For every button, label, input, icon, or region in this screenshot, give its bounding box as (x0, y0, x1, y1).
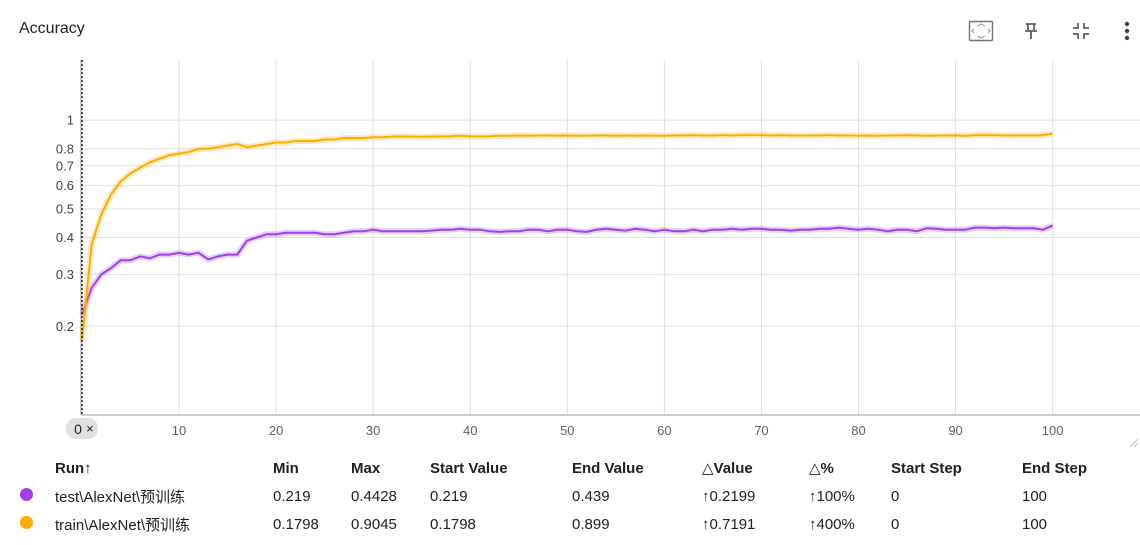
column-header-max[interactable]: Max (351, 459, 381, 477)
x-tick-label: 70 (754, 423, 768, 438)
delta-value-cell: ↑0.7191 (702, 515, 756, 533)
run-color-dot (20, 515, 33, 529)
fit-domain-icon[interactable] (968, 18, 994, 44)
series-line-train[interactable] (81, 132, 1053, 341)
column-header-delta-percent[interactable]: △% (809, 460, 834, 477)
column-header-delta-value[interactable]: △Value (702, 460, 753, 477)
run-color-cell (20, 482, 55, 510)
x-tick-label: 60 (657, 423, 671, 438)
delta-percent-cell: ↑400% (809, 515, 855, 533)
x-tick-label: 100 (1042, 423, 1064, 438)
end-step-cell: 100 (1022, 515, 1048, 533)
table-header-row: Run↑ Min Max Start Value End Value △Valu… (20, 454, 1102, 482)
delta-value-cell: ↑0.2199 (702, 487, 756, 505)
y-tick-label: 0.2 (56, 319, 74, 334)
x-tick-label: 10 (172, 423, 186, 438)
y-tick-label: 0.5 (56, 201, 74, 216)
runs-table: Run↑ Min Max Start Value End Value △Valu… (20, 454, 1102, 538)
column-header-start-step[interactable]: Start Step (891, 459, 962, 477)
more-vert-icon[interactable] (1114, 18, 1140, 44)
column-header-run[interactable]: Run↑ (55, 459, 92, 477)
y-tick-label: 0.6 (56, 178, 74, 193)
chart-title: Accuracy (19, 20, 85, 37)
close-icon[interactable]: × (86, 421, 94, 436)
run-color-dot (20, 487, 33, 501)
y-tick-label: 0.7 (56, 158, 74, 173)
delta-percent-cell: ↑100% (809, 487, 855, 505)
min-cell: 0.1798 (273, 515, 319, 533)
y-tick-label: 0.4 (56, 230, 74, 245)
x-tick-label: 20 (269, 423, 283, 438)
max-cell: 0.4428 (351, 487, 397, 505)
x-tick-label: 80 (851, 423, 865, 438)
run-color-cell (20, 510, 55, 538)
column-header-min[interactable]: Min (273, 459, 299, 477)
step-marker-label: 0 (74, 421, 82, 437)
column-header-end-step[interactable]: End Step (1022, 459, 1088, 477)
end-step-cell: 100 (1022, 487, 1048, 505)
x-tick-label: 40 (463, 423, 477, 438)
start-value-cell: 0.219 (430, 487, 468, 505)
line-chart[interactable]: 10 20 30 40 50 60 70 80 90 1000.20.30.40.50.60.70… (0, 55, 1140, 450)
run-name-cell: test\AlexNet\预训练 (55, 488, 186, 506)
run-name-cell: train\AlexNet\预训练 (55, 516, 191, 534)
min-cell: 0.219 (273, 487, 311, 505)
pin-icon[interactable] (1018, 18, 1044, 44)
column-header-start-value[interactable]: Start Value (430, 459, 508, 477)
table-row[interactable]: test\AlexNet\预训练 0.219 0.4428 0.219 0.43… (20, 482, 1102, 510)
table-row[interactable]: train\AlexNet\预训练 0.1798 0.9045 0.1798 0… (20, 510, 1102, 538)
resize-handle-icon[interactable] (1129, 438, 1139, 448)
max-cell: 0.9045 (351, 515, 397, 533)
color-column-header (20, 454, 55, 482)
collapse-icon[interactable] (1068, 18, 1094, 44)
series-line-test[interactable] (81, 224, 1053, 315)
end-value-cell: 0.899 (572, 515, 610, 533)
start-step-cell: 0 (891, 487, 900, 505)
start-value-cell: 0.1798 (430, 515, 476, 533)
x-tick-label: 90 (948, 423, 962, 438)
x-tick-label: 50 (560, 423, 574, 438)
end-value-cell: 0.439 (572, 487, 610, 505)
start-step-cell: 0 (891, 515, 900, 533)
step-marker-chip[interactable] (65, 418, 98, 439)
x-tick-label: 30 (366, 423, 380, 438)
y-tick-label: 1 (67, 113, 74, 128)
column-header-end-value[interactable]: End Value (572, 459, 644, 477)
y-tick-label: 0.8 (56, 141, 74, 156)
y-tick-label: 0.3 (56, 267, 74, 282)
chart-area[interactable]: 10 20 30 40 50 60 70 80 90 100 0.2 0.3 0.4 0.5 0.6 0.7 0… (0, 55, 1140, 455)
